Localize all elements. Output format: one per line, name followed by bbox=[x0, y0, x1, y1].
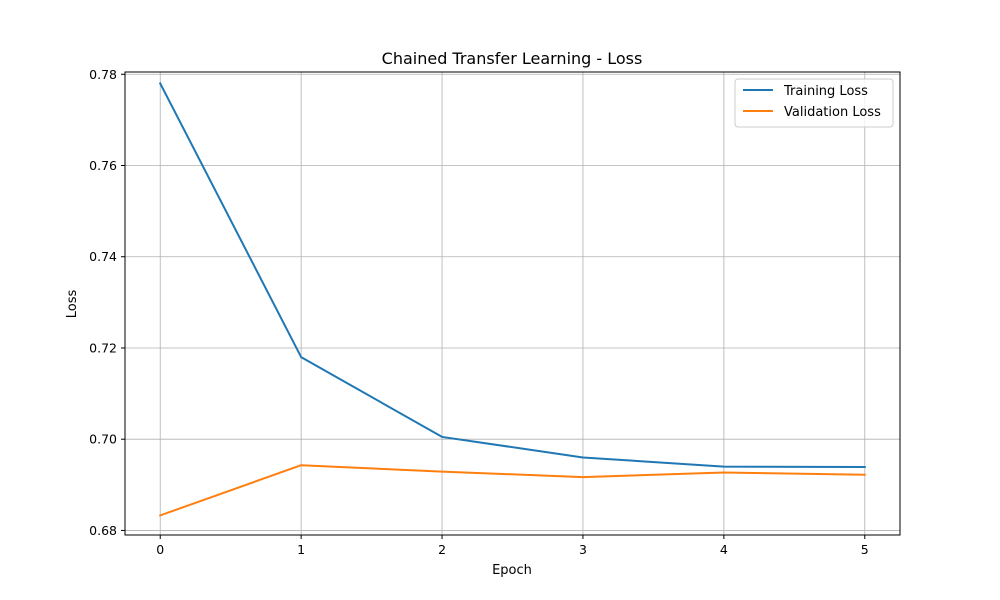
grid bbox=[125, 72, 900, 535]
series-layer bbox=[158, 82, 866, 517]
x-tick-label: 2 bbox=[438, 542, 446, 557]
x-tick-label: 5 bbox=[861, 542, 869, 557]
x-tick-label: 1 bbox=[297, 542, 305, 557]
x-tick-label: 4 bbox=[720, 542, 728, 557]
y-tick-label: 0.68 bbox=[89, 523, 117, 538]
y-tick-label: 0.72 bbox=[89, 340, 117, 355]
plot-frame bbox=[124, 71, 901, 536]
legend-box bbox=[734, 78, 894, 128]
x-tick-label: 3 bbox=[579, 542, 587, 557]
y-tick-label: 0.74 bbox=[89, 249, 117, 264]
series-line-training-loss bbox=[158, 82, 866, 469]
ticks: 0 1 2 3 4 5 0.68 0.70 0.72 0.74 0.76 0.78 bbox=[89, 67, 869, 557]
y-axis-label: Loss bbox=[65, 290, 80, 319]
y-tick-label: 0.78 bbox=[89, 67, 117, 82]
legend: Training Loss Validation Loss bbox=[734, 78, 894, 128]
y-tick-label: 0.70 bbox=[89, 432, 117, 447]
legend-label-training-loss: Training Loss bbox=[783, 84, 868, 99]
legend-label-validation-loss: Validation Loss bbox=[784, 105, 881, 120]
chart-title: Chained Transfer Learning - Loss bbox=[382, 49, 643, 68]
x-tick-label: 0 bbox=[156, 542, 164, 557]
series-line-validation-loss bbox=[158, 464, 866, 517]
y-tick-label: 0.76 bbox=[89, 158, 117, 173]
x-axis-label: Epoch bbox=[492, 563, 532, 578]
